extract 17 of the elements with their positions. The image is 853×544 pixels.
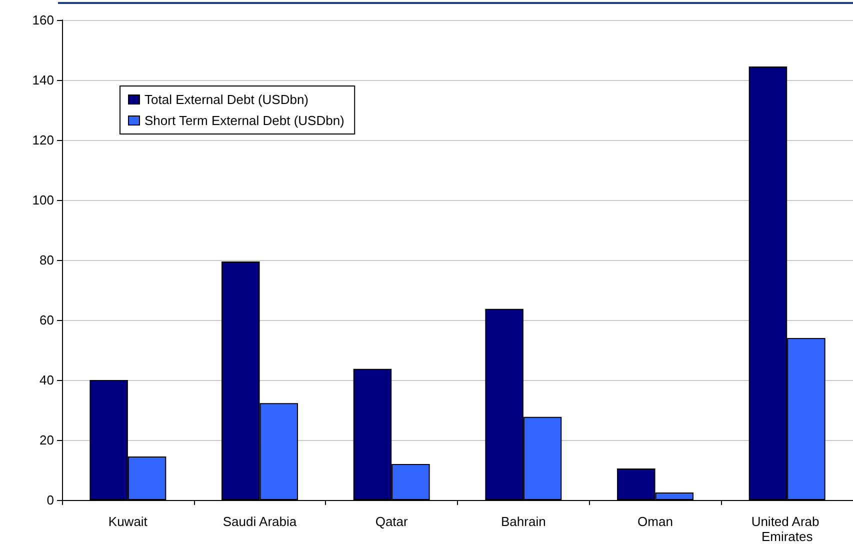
y-tick-label: 160 xyxy=(32,12,54,28)
y-tick-label: 20 xyxy=(40,432,54,448)
y-tick-label: 60 xyxy=(40,312,54,328)
x-tick-label: Oman xyxy=(638,514,673,529)
x-tick-label: Kuwait xyxy=(108,514,148,529)
y-tick-label: 140 xyxy=(32,72,54,88)
legend-label: Short Term External Debt (USDbn) xyxy=(144,113,344,128)
x-tick-label: Qatar xyxy=(375,514,409,529)
y-tick-label: 120 xyxy=(32,132,54,148)
y-tick-label: 0 xyxy=(46,492,54,508)
x-tick-label: Saudi Arabia xyxy=(222,514,298,529)
y-tick-label: 80 xyxy=(40,252,54,268)
legend-label: Total External Debt (USDbn) xyxy=(144,92,309,107)
y-tick-label: 100 xyxy=(32,192,54,208)
x-tick-label: United Arab Emirates xyxy=(751,514,823,544)
y-tick-label: 40 xyxy=(40,372,54,388)
x-tick-label: Bahrain xyxy=(501,514,546,529)
